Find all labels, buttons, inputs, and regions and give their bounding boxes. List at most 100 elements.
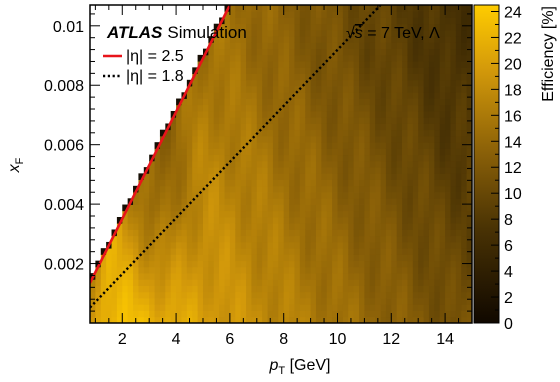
heatmap-cell [289, 160, 295, 168]
heatmap-cell [391, 273, 398, 280]
heatmap-cell [213, 185, 220, 193]
heatmap-cell [364, 129, 371, 137]
heatmap-cell [396, 11, 403, 18]
heatmap-cell [262, 129, 268, 137]
heatmap-cell [149, 260, 155, 268]
heatmap-cell [90, 279, 96, 286]
heatmap-cell [412, 204, 419, 212]
heatmap-cell [450, 291, 457, 299]
heatmap-cell [289, 5, 295, 12]
heatmap-cell [213, 73, 220, 81]
heatmap-cell [283, 111, 290, 118]
heatmap-cell [337, 142, 344, 149]
heatmap-cell [283, 5, 290, 12]
heatmap-cell [423, 248, 430, 255]
heatmap-cell [445, 123, 451, 131]
heatmap-cell [391, 5, 398, 12]
heatmap-cell [342, 79, 349, 87]
heatmap-cell [439, 92, 446, 99]
heatmap-cell [412, 123, 419, 131]
heatmap-cell [445, 179, 451, 187]
colorbar-tick-label: 10 [504, 186, 522, 203]
heatmap-cell [116, 304, 123, 311]
heatmap-cell [143, 210, 150, 218]
heatmap-cell [396, 67, 403, 74]
heatmap-cell [348, 310, 355, 318]
heatmap-cell [192, 241, 199, 249]
heatmap-cell [364, 160, 371, 168]
heatmap-cell [310, 248, 317, 255]
heatmap-cell [229, 235, 236, 243]
heatmap-cell [380, 148, 387, 156]
heatmap-cell [251, 29, 258, 37]
heatmap-cell [159, 173, 166, 180]
heatmap-cell [466, 279, 472, 286]
heatmap-cell [407, 148, 414, 156]
heatmap-cell [305, 86, 311, 93]
heatmap-cell [246, 179, 252, 187]
heatmap-cell [262, 167, 268, 174]
heatmap-cell [299, 98, 306, 106]
heatmap-cell [396, 254, 403, 262]
heatmap-cell [455, 185, 462, 193]
heatmap-cell [256, 17, 263, 25]
heatmap-cell [428, 11, 435, 18]
heatmap-cell [262, 192, 268, 199]
heatmap-cell [267, 173, 274, 180]
heatmap-cell [267, 135, 274, 143]
heatmap-cell [423, 279, 430, 286]
heatmap-cell [267, 310, 274, 318]
heatmap-cell [439, 117, 446, 124]
heatmap-cell [326, 104, 333, 112]
heatmap-cell [305, 304, 311, 311]
heatmap-cell [283, 36, 290, 43]
heatmap-cell [310, 173, 317, 180]
heatmap-cell [305, 98, 311, 106]
heatmap-cell [439, 260, 446, 268]
heatmap-cell [256, 104, 263, 112]
heatmap-cell [256, 298, 263, 305]
heatmap-cell [294, 167, 301, 174]
heatmap-cell [423, 241, 430, 249]
heatmap-cell [127, 273, 134, 280]
heatmap-cell [412, 142, 419, 149]
heatmap-cell [197, 235, 204, 243]
heatmap-cell [289, 61, 295, 68]
heatmap-cell [283, 235, 290, 243]
heatmap-cell [434, 223, 441, 230]
heatmap-cell [359, 98, 365, 106]
heatmap-cell [315, 217, 322, 224]
heatmap-cell [294, 135, 301, 143]
heatmap-cell [342, 248, 349, 255]
heatmap-cell [402, 79, 408, 87]
heatmap-cell [208, 54, 215, 62]
heatmap-cell [240, 298, 247, 305]
heatmap-cell [407, 254, 414, 262]
heatmap-cell [283, 192, 290, 199]
heatmap-cell [385, 298, 392, 305]
heatmap-cell [256, 192, 263, 199]
heatmap-cell [299, 304, 306, 311]
heatmap-cell [342, 117, 349, 124]
heatmap-cell [267, 217, 274, 224]
heatmap-cell [181, 160, 188, 168]
heatmap-cell [100, 291, 107, 299]
heatmap-cell [466, 223, 472, 230]
heatmap-cell [159, 179, 166, 187]
heatmap-cell [434, 79, 441, 87]
heatmap-cell [428, 266, 435, 274]
heatmap-cell [143, 254, 150, 262]
heatmap-cell [278, 104, 285, 112]
heatmap-cell [418, 304, 424, 311]
heatmap-cell [418, 42, 424, 50]
heatmap-cell [229, 61, 236, 68]
heatmap-cell [213, 167, 220, 174]
heatmap-cell [434, 92, 441, 99]
heatmap-cell [202, 241, 209, 249]
heatmap-cell [310, 67, 317, 74]
heatmap-cell [402, 285, 408, 293]
heatmap-cell [315, 229, 322, 237]
heatmap-cell [450, 260, 457, 268]
heatmap-cell [176, 229, 182, 237]
